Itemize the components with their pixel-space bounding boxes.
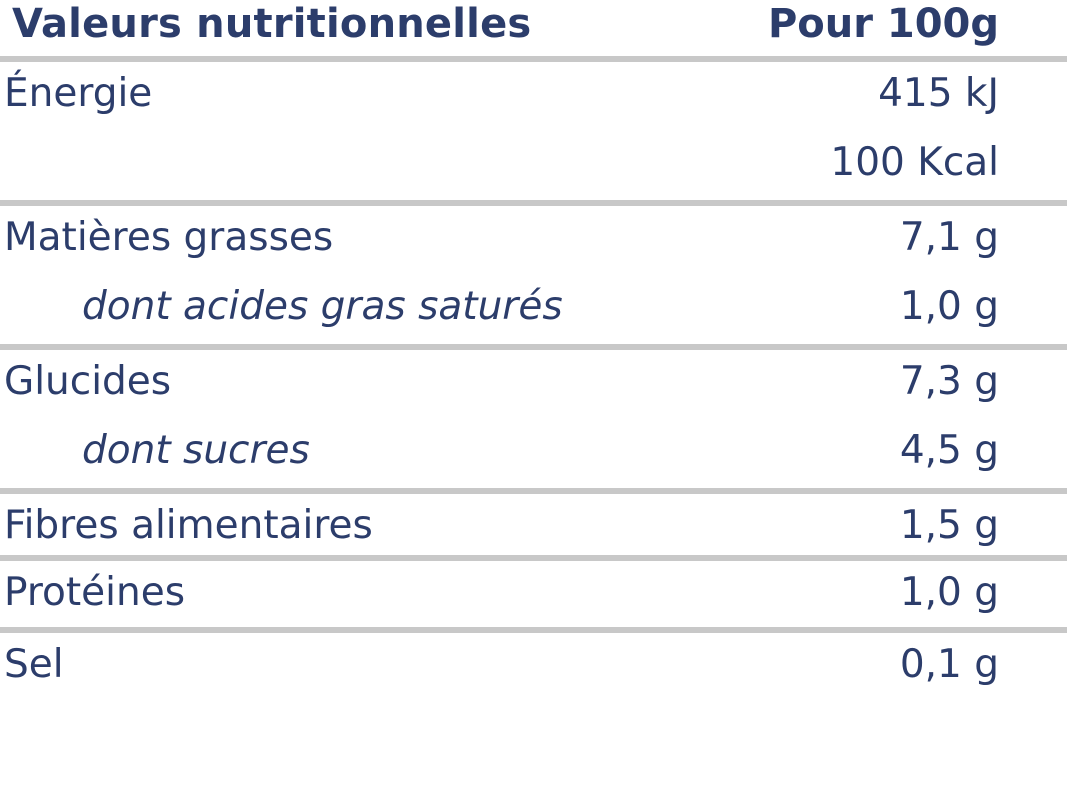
row-divider [0,56,1067,62]
row-divider [0,344,1067,350]
energy-group: Énergie 415 kJ 100 Kcal [0,62,1067,200]
fat-label: Matières grasses [4,215,334,260]
table-row: Sel 0,1 g [0,633,1067,704]
carbs-label: Glucides [4,359,172,404]
table-row: Glucides 7,3 g [0,350,1067,419]
protein-label: Protéines [4,570,186,615]
table-row: Protéines 1,0 g [0,561,1067,627]
energy-kj-value: 415 kJ [878,71,999,116]
saturated-fat-value: 1,0 g [899,284,999,329]
row-divider [0,488,1067,494]
energy-kcal-value: 100 Kcal [830,140,999,185]
carbs-value: 7,3 g [899,359,999,404]
table-row: dont acides gras saturés 1,0 g [0,275,1067,344]
sugars-value: 4,5 g [899,428,999,473]
protein-value: 1,0 g [899,570,999,615]
row-divider [0,200,1067,206]
fibre-label: Fibres alimentaires [4,503,373,548]
salt-label: Sel [4,642,64,687]
energy-label: Énergie [4,71,153,116]
fat-group: Matières grasses 7,1 g dont acides gras … [0,206,1067,344]
table-row: Fibres alimentaires 1,5 g [0,494,1067,555]
table-title: Valeurs nutritionnelles [12,1,532,47]
table-row: Énergie 415 kJ [0,62,1067,131]
saturated-fat-label: dont acides gras saturés [82,284,563,329]
salt-value: 0,1 g [899,642,999,687]
carbs-group: Glucides 7,3 g dont sucres 4,5 g [0,350,1067,488]
table-header: Valeurs nutritionnelles Pour 100g [0,0,1067,56]
row-divider [0,627,1067,633]
fat-value: 7,1 g [899,215,999,260]
row-divider [0,555,1067,561]
table-row: Matières grasses 7,1 g [0,206,1067,275]
nutrition-table: Valeurs nutritionnelles Pour 100g Énergi… [0,0,1067,704]
per-100g-heading: Pour 100g [767,1,999,47]
table-row: dont sucres 4,5 g [0,419,1067,488]
sugars-label: dont sucres [82,428,310,473]
fibre-value: 1,5 g [899,503,999,548]
table-row: 100 Kcal [0,131,1067,200]
